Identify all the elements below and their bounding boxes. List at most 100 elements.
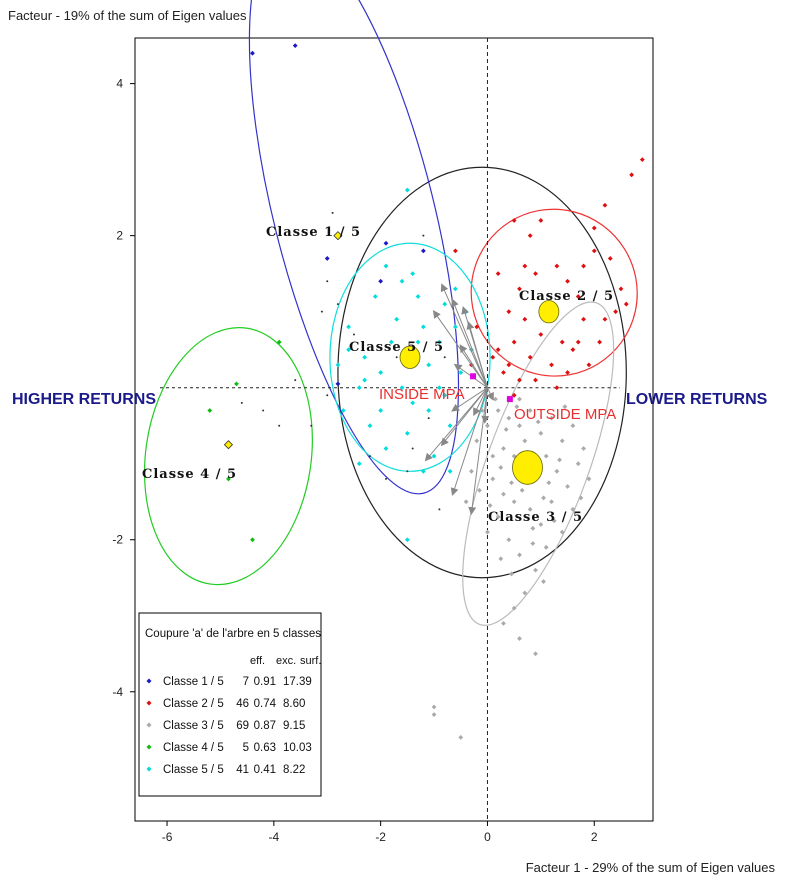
point-classe-3 bbox=[527, 506, 533, 512]
point-classe-2 bbox=[602, 316, 608, 322]
point-classe-3 bbox=[514, 404, 520, 410]
point-classe-5 bbox=[399, 278, 405, 284]
point-classe-3 bbox=[431, 712, 437, 717]
point-classe-3 bbox=[506, 537, 512, 543]
point-classe-2 bbox=[623, 301, 629, 307]
point-classe-2 bbox=[559, 339, 565, 345]
minor-point bbox=[326, 394, 329, 397]
inside-mpa-marker bbox=[470, 373, 477, 380]
x-tick-label: 0 bbox=[484, 830, 491, 844]
point-classe-4 bbox=[276, 339, 282, 345]
point-classe-3 bbox=[511, 499, 517, 505]
label-classe-5: Classe 5 / 5 bbox=[349, 340, 444, 355]
point-classe-3 bbox=[511, 605, 517, 611]
legend-row-eff: 41 bbox=[236, 764, 249, 776]
legend-marker bbox=[146, 766, 152, 772]
point-classe-2 bbox=[474, 324, 480, 330]
minor-point bbox=[278, 424, 281, 427]
ellipse-classe-5 bbox=[329, 242, 491, 472]
point-classe-5 bbox=[410, 400, 416, 406]
point-classe-5 bbox=[420, 468, 426, 474]
point-classe-3 bbox=[570, 423, 576, 429]
point-classe-3 bbox=[517, 552, 522, 558]
point-classe-2 bbox=[549, 362, 554, 368]
variable-arrow bbox=[440, 283, 488, 388]
point-classe-2 bbox=[501, 370, 506, 375]
higher-returns-label: HIGHER RETURNS bbox=[12, 391, 156, 408]
point-classe-3 bbox=[565, 484, 570, 489]
point-classe-1 bbox=[324, 256, 330, 261]
legend-row-eff: 69 bbox=[236, 720, 249, 732]
point-classe-3 bbox=[533, 651, 538, 657]
legend-row-name: Classe 2 / 5 bbox=[163, 698, 224, 710]
variable-arrow bbox=[451, 298, 488, 388]
variable-arrow bbox=[459, 344, 488, 388]
legend: Coupure 'a' de l'arbre en 5 classes eff. e… bbox=[138, 612, 322, 797]
point-classe-5 bbox=[383, 446, 389, 451]
point-classe-1 bbox=[378, 278, 384, 284]
point-classe-2 bbox=[575, 339, 581, 345]
point-classe-5 bbox=[399, 385, 405, 391]
label-classe-3: Classe 3 / 5 bbox=[488, 510, 583, 525]
axis-ticks: -6 -4 -2 0 2 -4 -2 2 4 bbox=[112, 77, 598, 844]
point-classe-5 bbox=[442, 301, 448, 307]
point-classe-5 bbox=[420, 324, 426, 330]
legend-row-exc: 0.91 bbox=[254, 676, 276, 688]
point-classe-3 bbox=[490, 453, 496, 459]
point-classe-1 bbox=[383, 240, 389, 246]
point-classe-4 bbox=[207, 408, 213, 413]
point-classe-2 bbox=[533, 377, 538, 383]
point-classe-3 bbox=[559, 529, 565, 535]
legend-marker bbox=[146, 700, 152, 706]
point-classe-3 bbox=[522, 590, 528, 596]
point-classe-5 bbox=[346, 347, 352, 353]
point-classe-2 bbox=[511, 339, 517, 345]
point-classe-3 bbox=[493, 396, 498, 402]
point-classe-2 bbox=[511, 392, 517, 398]
lower-returns-label: LOWER RETURNS bbox=[626, 391, 768, 408]
point-classe-2 bbox=[639, 157, 645, 163]
ellipse-classe-4 bbox=[143, 327, 313, 586]
point-classe-3 bbox=[509, 480, 514, 486]
legend-row-surf: 10.03 bbox=[283, 742, 312, 754]
point-classe-4 bbox=[226, 476, 231, 482]
outside-mpa-marker bbox=[506, 396, 513, 403]
minor-point bbox=[411, 447, 414, 450]
point-classe-3 bbox=[487, 503, 493, 508]
legend-column-header: eff. bbox=[250, 655, 265, 667]
point-classe-5 bbox=[404, 430, 410, 436]
x-tick-label: -6 bbox=[162, 830, 173, 844]
point-classe-3 bbox=[530, 541, 536, 546]
point-classe-3 bbox=[469, 468, 474, 474]
point-classe-2 bbox=[517, 377, 522, 383]
point-classe-3 bbox=[495, 408, 501, 413]
legend-row-exc: 0.74 bbox=[254, 698, 277, 710]
y-tick-label: 2 bbox=[116, 229, 123, 243]
minor-point bbox=[294, 379, 297, 382]
point-classe-3 bbox=[578, 495, 584, 501]
y-axis-title: Facteur - 19% of the sum of Eigen values bbox=[8, 8, 247, 23]
legend-row-exc: 0.63 bbox=[254, 742, 276, 754]
point-classe-5 bbox=[378, 408, 384, 413]
point-classe-3 bbox=[570, 506, 576, 512]
point-classe-2 bbox=[586, 362, 592, 368]
point-classe-3 bbox=[501, 620, 506, 626]
point-classe-2 bbox=[517, 286, 522, 292]
point-classe-3 bbox=[458, 734, 464, 740]
point-classe-2 bbox=[511, 218, 517, 223]
ellipse-classe-1 bbox=[248, 0, 460, 495]
legend-column-header: exc. bbox=[276, 655, 296, 667]
legend-row-name: Classe 1 / 5 bbox=[163, 676, 224, 688]
point-classe-2 bbox=[554, 263, 560, 269]
point-classe-2 bbox=[527, 233, 533, 239]
legend-row-exc: 0.41 bbox=[254, 764, 276, 776]
legend-row-eff: 5 bbox=[243, 742, 249, 754]
point-classe-3 bbox=[506, 415, 512, 421]
point-classe-3 bbox=[463, 499, 469, 505]
legend-column-header: surf. bbox=[300, 655, 321, 667]
point-classe-3 bbox=[546, 480, 552, 486]
point-classe-2 bbox=[565, 278, 570, 284]
y-tick-label: -4 bbox=[112, 685, 123, 699]
minor-point bbox=[422, 234, 425, 237]
point-classe-3 bbox=[562, 404, 568, 410]
